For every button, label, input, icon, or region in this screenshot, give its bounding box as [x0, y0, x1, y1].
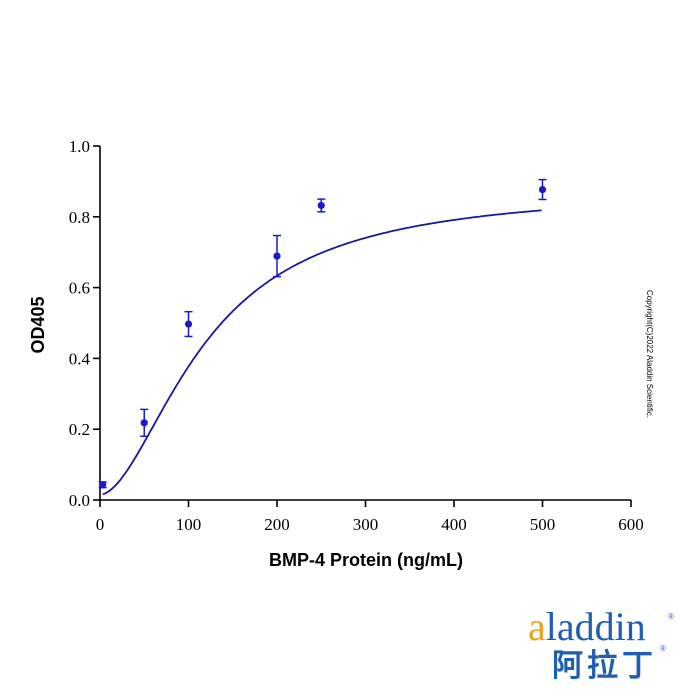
x-tick-label: 600	[618, 515, 644, 534]
x-tick-label: 400	[441, 515, 467, 534]
logo-cjk-text: 阿拉丁	[552, 648, 657, 684]
x-tick-label: 0	[96, 515, 105, 534]
x-tick-label: 100	[176, 515, 202, 534]
data-point	[538, 185, 547, 194]
y-tick-label: 0.4	[69, 349, 91, 368]
y-tick-label: 1.0	[69, 137, 90, 156]
y-tick-label: 0.2	[69, 420, 90, 439]
x-tick-label: 500	[530, 515, 556, 534]
logo-a-letter: a	[528, 604, 546, 649]
fit-curve	[102, 209, 542, 496]
y-tick-label: 0.8	[69, 208, 90, 227]
logo-registered-mark: ®	[668, 612, 674, 621]
x-axis-title: BMP-4 Protein (ng/mL)	[269, 550, 463, 570]
y-ticks: 0.0 0.2 0.4 0.6 0.8 1.0	[69, 137, 100, 510]
data-point	[99, 481, 107, 489]
copyright-text: Copyright(C)2022 Aladdin Scientific.	[645, 290, 654, 418]
y-tick-label: 0.6	[69, 279, 90, 298]
x-ticks: 0 100 200 300 400 500 600	[96, 500, 644, 534]
data-point	[317, 201, 325, 210]
logo-latin-text: aladdin	[528, 604, 646, 649]
logo-rest-letters: laddin	[546, 604, 646, 649]
data-point	[273, 252, 281, 260]
aladdin-logo: aladdin ® 阿拉丁 ®	[528, 604, 674, 684]
data-point	[140, 419, 148, 427]
y-axis-title: OD405	[28, 296, 48, 353]
data-point	[184, 320, 193, 328]
logo-cjk-registered-mark: ®	[660, 644, 666, 653]
x-tick-label: 200	[264, 515, 290, 534]
x-tick-label: 300	[353, 515, 379, 534]
fit-layer	[102, 209, 542, 496]
axes	[99, 146, 631, 501]
y-tick-label: 0.0	[69, 491, 90, 510]
points-layer	[98, 178, 547, 489]
